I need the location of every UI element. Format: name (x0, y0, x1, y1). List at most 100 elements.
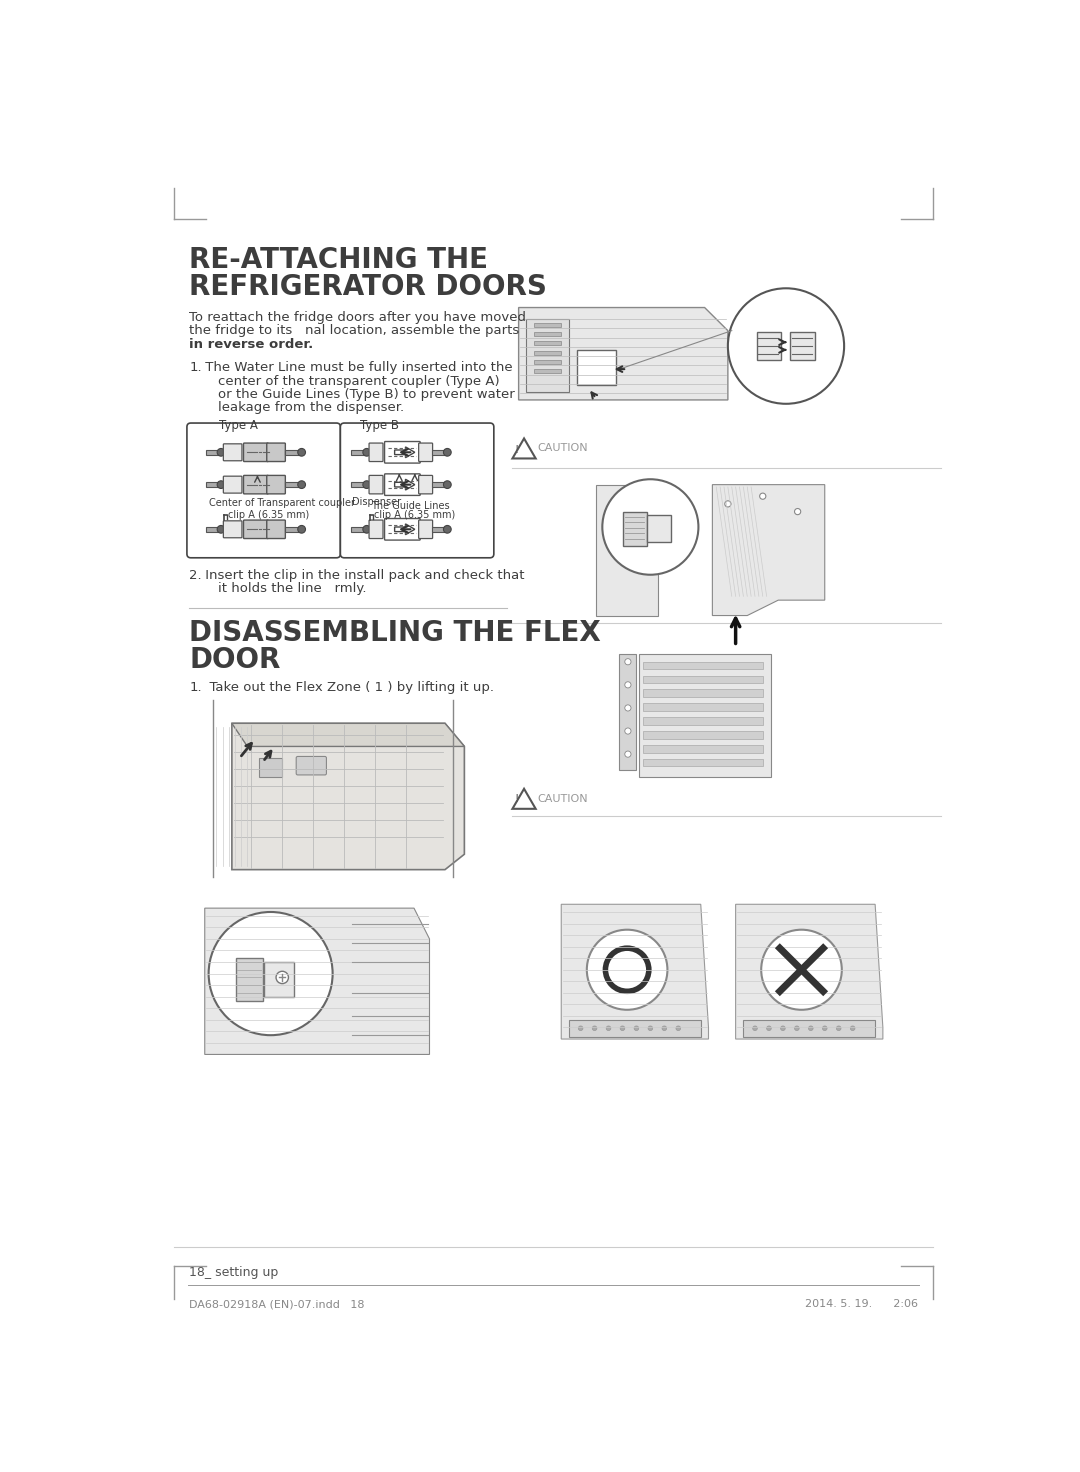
FancyBboxPatch shape (419, 475, 433, 495)
Text: 2.: 2. (189, 570, 202, 583)
Bar (647, 515, 672, 542)
Bar (235, 958, 262, 1001)
Circle shape (823, 1026, 827, 1030)
Circle shape (795, 1026, 799, 1030)
Polygon shape (518, 308, 728, 400)
Text: To reattach the fridge doors after you have moved: To reattach the fridge doors after you h… (189, 312, 526, 324)
Polygon shape (394, 480, 415, 490)
Bar (535, 342, 562, 346)
Text: DA68-02918A (EN)-07.indd   18: DA68-02918A (EN)-07.indd 18 (189, 1300, 365, 1309)
Circle shape (753, 1026, 757, 1030)
Bar (623, 512, 647, 546)
FancyBboxPatch shape (340, 422, 494, 558)
Bar (643, 704, 762, 711)
FancyBboxPatch shape (419, 443, 433, 462)
Bar (535, 350, 562, 355)
FancyBboxPatch shape (243, 520, 268, 539)
Text: Dispenser: Dispenser (352, 498, 401, 508)
Bar (643, 717, 762, 724)
FancyBboxPatch shape (267, 520, 285, 539)
FancyBboxPatch shape (384, 474, 420, 496)
Text: 1.: 1. (189, 682, 202, 693)
Bar (643, 676, 762, 683)
Polygon shape (713, 484, 825, 615)
Circle shape (217, 449, 225, 456)
FancyBboxPatch shape (384, 518, 420, 540)
Text: it holds the line   rmly.: it holds the line rmly. (201, 583, 366, 596)
Polygon shape (394, 524, 415, 534)
Circle shape (592, 1026, 597, 1030)
Circle shape (625, 682, 631, 687)
Bar (643, 732, 762, 739)
Text: or the Guide Lines (Type B) to prevent water: or the Guide Lines (Type B) to prevent w… (201, 387, 515, 400)
Circle shape (217, 526, 225, 533)
Circle shape (781, 1026, 785, 1030)
Bar (535, 322, 562, 327)
Circle shape (625, 705, 631, 711)
Text: RE-ATTACHING THE: RE-ATTACHING THE (189, 246, 488, 274)
Polygon shape (232, 723, 464, 870)
Circle shape (620, 1026, 625, 1030)
Circle shape (444, 449, 451, 456)
Text: in reverse order.: in reverse order. (189, 337, 313, 350)
Bar (259, 758, 282, 777)
Bar (619, 654, 636, 770)
Bar (265, 963, 294, 997)
Circle shape (444, 526, 451, 533)
Polygon shape (638, 654, 770, 777)
FancyBboxPatch shape (224, 475, 242, 493)
Bar (205, 483, 221, 487)
Circle shape (648, 1026, 652, 1030)
Bar (205, 450, 221, 455)
Circle shape (217, 481, 225, 489)
Text: the fridge to its   nal location, assemble the parts: the fridge to its nal location, assemble… (189, 324, 519, 337)
FancyBboxPatch shape (369, 443, 383, 462)
Bar (432, 483, 447, 487)
Circle shape (276, 972, 288, 983)
Bar (284, 483, 300, 487)
Bar (526, 319, 569, 392)
Text: center of the transparent coupler (Type A): center of the transparent coupler (Type … (201, 374, 499, 387)
Bar (205, 527, 221, 531)
Bar (569, 1020, 701, 1036)
Text: The Guide Lines: The Guide Lines (372, 502, 450, 511)
Text: leakage from the dispenser.: leakage from the dispenser. (201, 400, 404, 414)
Circle shape (634, 1026, 638, 1030)
Circle shape (444, 481, 451, 489)
Circle shape (625, 751, 631, 757)
Circle shape (625, 658, 631, 665)
Text: REFRIGERATOR DOORS: REFRIGERATOR DOORS (189, 272, 548, 300)
Bar (535, 359, 562, 364)
Bar (284, 527, 300, 531)
FancyBboxPatch shape (267, 443, 285, 462)
Circle shape (850, 1026, 855, 1030)
Polygon shape (205, 908, 430, 1054)
Circle shape (208, 913, 333, 1035)
Bar (643, 745, 762, 752)
Circle shape (298, 449, 306, 456)
Bar (351, 483, 367, 487)
FancyBboxPatch shape (224, 445, 242, 461)
Circle shape (298, 526, 306, 533)
Bar (284, 450, 300, 455)
Text: 18_ setting up: 18_ setting up (189, 1266, 279, 1279)
Circle shape (795, 508, 800, 515)
Bar (789, 333, 814, 359)
Polygon shape (394, 447, 415, 458)
Circle shape (759, 493, 766, 499)
FancyBboxPatch shape (267, 475, 285, 495)
Text: Type B: Type B (360, 420, 399, 433)
Text: 1.: 1. (189, 362, 202, 374)
Bar (432, 527, 447, 531)
Bar (643, 758, 762, 767)
Circle shape (363, 526, 370, 533)
Circle shape (625, 729, 631, 735)
Circle shape (363, 481, 370, 489)
Bar (643, 689, 762, 698)
Circle shape (662, 1026, 666, 1030)
Polygon shape (232, 723, 464, 746)
Circle shape (761, 930, 841, 1010)
FancyBboxPatch shape (369, 520, 383, 539)
Text: Center of Transparent coupler: Center of Transparent coupler (208, 498, 354, 508)
Text: !: ! (514, 793, 518, 804)
